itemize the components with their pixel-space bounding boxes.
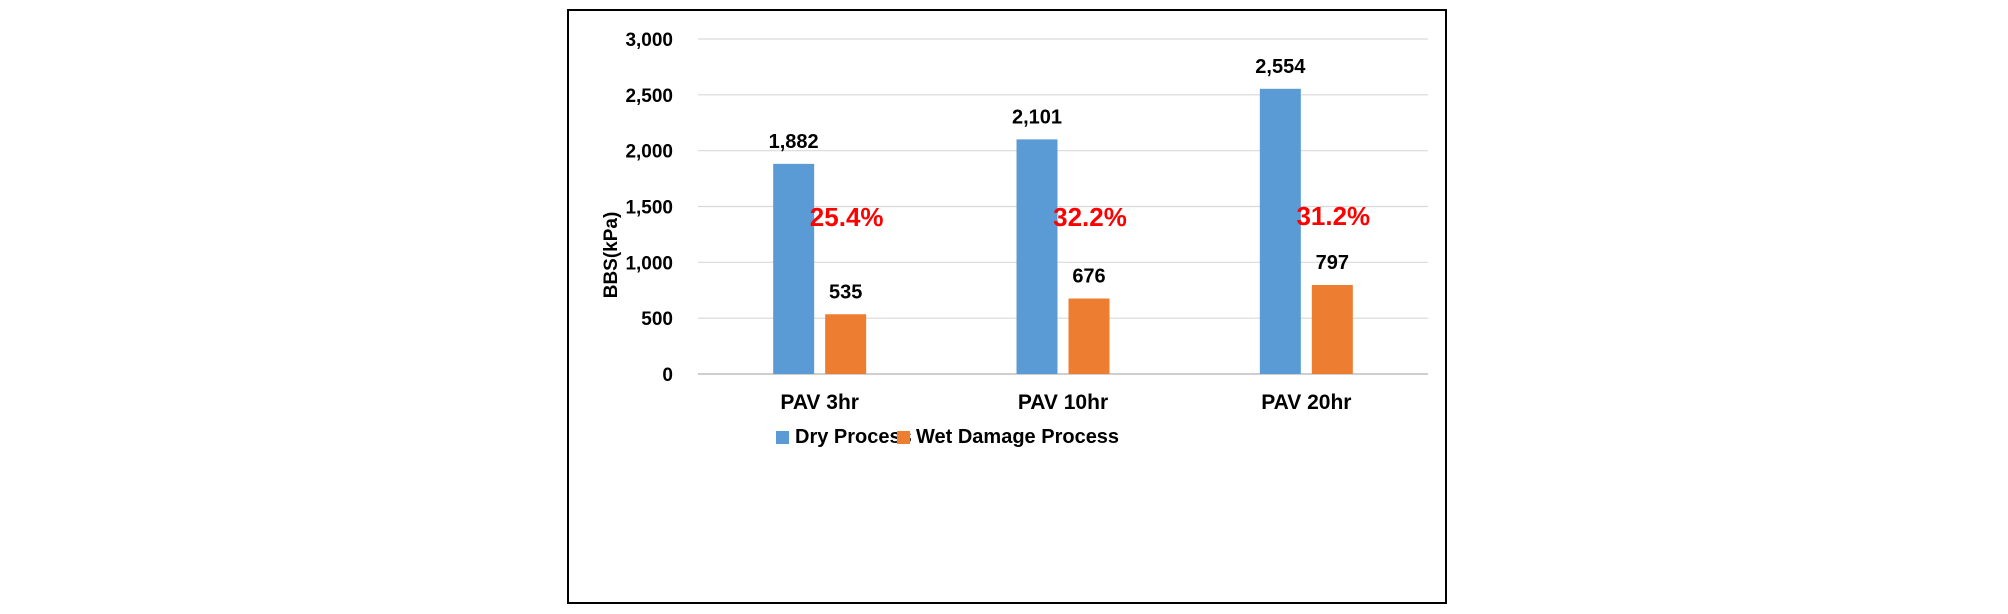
x-tick-label: PAV 3hr [780, 391, 859, 414]
percent-annotation: 31.2% [1296, 201, 1370, 231]
chart-frame: BBS(kPa) 0 500 1,000 1,500 2,000 2,500 3,000 1,… [567, 9, 1447, 604]
y-tick-label: 500 [641, 309, 673, 330]
percent-annotation: 25.4% [810, 202, 884, 232]
y-tick-label: 3,000 [625, 30, 673, 51]
data-label: 676 [1072, 266, 1105, 288]
bar [1311, 285, 1353, 374]
bar [1016, 139, 1058, 374]
y-tick-label: 1,500 [625, 198, 673, 219]
data-label: 797 [1316, 252, 1349, 274]
y-tick-label: 0 [662, 365, 673, 386]
bar [1068, 298, 1110, 374]
data-label: 1,882 [769, 131, 819, 153]
legend-swatch [897, 431, 910, 444]
data-label: 535 [829, 281, 862, 303]
legend-label: Wet Damage Process [916, 426, 1119, 448]
bar [1259, 88, 1301, 374]
bar [825, 314, 867, 374]
legend-swatch [776, 431, 789, 444]
y-axis-label: BBS(kPa) [601, 212, 622, 299]
legend-label: Dry Process [795, 426, 912, 448]
y-tick-label: 2,500 [625, 86, 673, 107]
y-tick-label: 2,000 [625, 142, 673, 163]
y-tick-label: 1,000 [625, 253, 673, 274]
data-label: 2,101 [1012, 106, 1062, 128]
percent-annotation: 32.2% [1053, 202, 1127, 232]
data-label: 2,554 [1255, 56, 1306, 78]
x-tick-label: PAV 10hr [1018, 391, 1108, 414]
x-tick-label: PAV 20hr [1261, 391, 1351, 414]
bar-chart: BBS(kPa) 0 500 1,000 1,500 2,000 2,500 3,000 1,… [601, 30, 1428, 448]
bar [773, 163, 815, 374]
